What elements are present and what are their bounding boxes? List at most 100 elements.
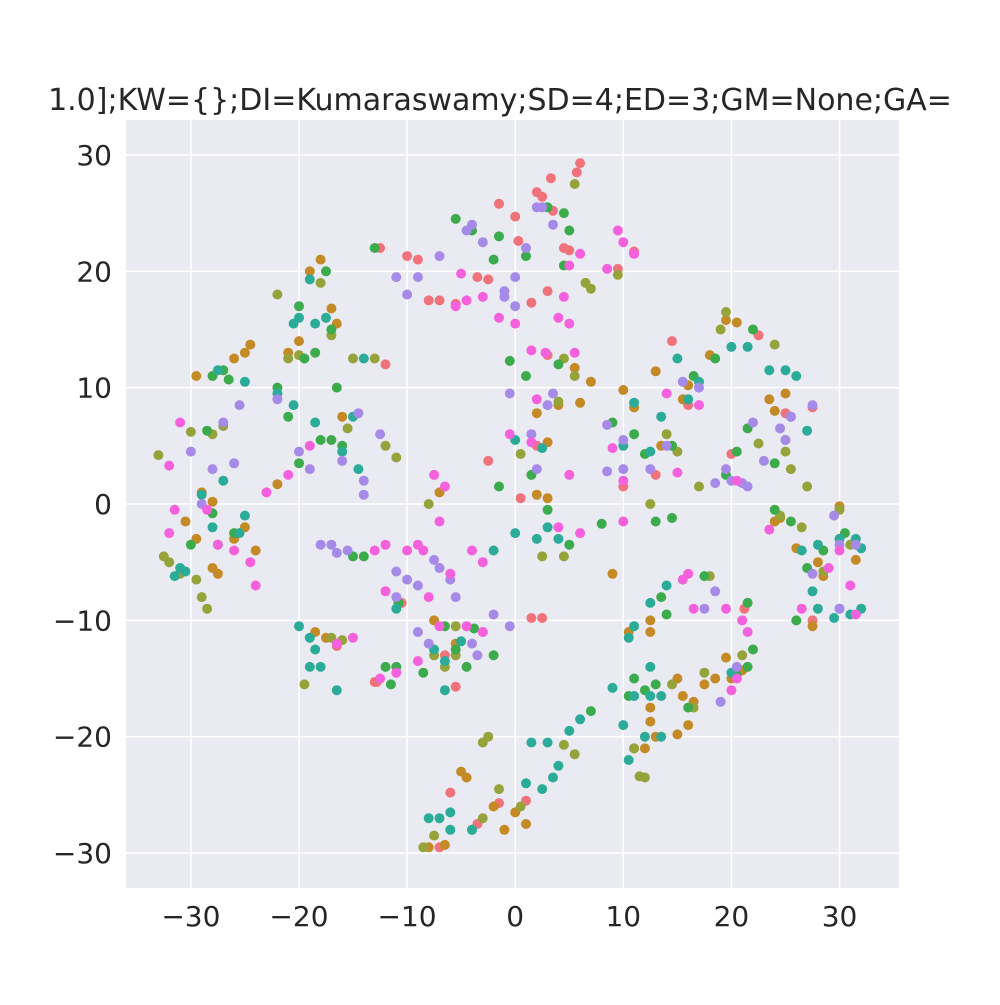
scatter-point-group-4 [769,504,780,515]
scatter-point-group-6 [504,621,515,632]
scatter-point-group-3 [569,371,580,381]
scatter-point-group-1 [472,272,483,283]
scatter-point-group-7 [304,440,315,451]
scatter-point-group-6 [412,580,423,591]
scatter-point-group-4 [494,231,504,242]
scatter-point-group-5 [304,632,315,643]
scatter-point-group-4 [656,592,667,603]
scatter-point-group-6 [521,243,531,253]
scatter-point-group-3 [483,731,494,742]
scatter-point-group-6 [715,696,726,707]
scatter-point-group-3 [612,269,623,280]
scatter-point-group-5 [467,824,477,835]
scatter-point-group-1 [545,173,556,184]
scatter-point-group-4 [683,702,694,713]
scatter-point-group-6 [677,376,688,387]
scatter-point-group-7 [612,225,623,236]
scatter-point-group-6 [207,464,218,475]
scatter-point-group-2 [212,568,223,579]
scatter-point-group-6 [488,609,499,620]
scatter-point-group-7 [731,673,742,684]
scatter-point-group-2 [542,493,553,504]
scatter-point-group-7 [607,443,618,454]
scatter-point-group-5 [796,545,807,556]
scatter-point-group-5 [623,755,634,765]
scatter-point-group-6 [548,388,558,399]
chart-title: 1.0];KW={};DI=Kumaraswamy;SD=4;ED=3;GM=N… [48,83,952,118]
scatter-point-group-3 [196,592,207,603]
scatter-point-group-7 [229,545,240,556]
scatter-point-group-2 [812,557,823,568]
scatter-point-group-7 [672,467,683,478]
scatter-point-group-6 [391,566,402,577]
scatter-point-group-4 [461,661,472,672]
scatter-point-group-1 [380,359,391,370]
scatter-point-group-6 [807,400,818,411]
y-tick-label: 0 [94,488,112,521]
scatter-point-group-7 [504,429,515,440]
scatter-point-group-1 [537,191,548,202]
scatter-point-group-6 [342,545,353,556]
scatter-point-group-6 [234,400,245,411]
scatter-point-group-7 [429,469,440,480]
scatter-point-group-3 [667,679,677,690]
scatter-point-group-2 [315,254,326,265]
scatter-point-group-4 [667,513,677,523]
scatter-point-group-7 [212,539,223,550]
scatter-point-group-6 [315,539,326,550]
scatter-point-group-5 [445,824,456,835]
scatter-point-group-7 [331,638,342,649]
scatter-point-group-4 [294,458,304,469]
scatter-point-group-7 [202,504,213,515]
scatter-point-group-5 [445,807,456,818]
scatter-point-group-7 [721,603,731,614]
scatter-point-group-3 [348,353,358,364]
scatter-point-group-5 [358,353,369,364]
scatter-point-group-5 [645,446,656,457]
scatter-point-group-3 [796,522,807,533]
data-points [153,158,867,853]
scatter-point-group-4 [564,539,575,550]
scatter-point-group-2 [721,652,731,663]
scatter-point-group-4 [769,458,780,469]
scatter-point-group-4 [331,382,342,393]
x-tick-label: −10 [378,900,437,933]
scatter-point-group-6 [499,291,510,302]
y-tick-label: −20 [53,721,112,754]
scatter-point-group-5 [672,353,683,364]
scatter-point-group-3 [380,440,391,451]
scatter-point-group-5 [564,725,575,736]
scatter-point-group-7 [569,347,580,358]
scatter-point-group-7 [391,667,402,678]
scatter-point-group-3 [802,481,813,492]
x-tick-label: 30 [822,900,858,933]
scatter-point-group-3 [185,426,196,437]
scatter-point-group-3 [477,813,488,824]
scatter-point-group-7 [737,615,748,626]
scatter-point-group-4 [380,661,391,672]
scatter-point-group-4 [521,251,531,262]
scatter-point-group-7 [850,609,861,620]
scatter-point-group-2 [769,405,780,416]
scatter-point-group-7 [456,268,467,279]
scatter-point-group-4 [699,571,710,582]
scatter-point-group-5 [391,603,402,614]
scatter-point-group-5 [304,274,315,285]
scatter-point-group-6 [337,455,348,466]
scatter-point-group-4 [558,208,569,219]
scatter-point-group-7 [575,528,586,539]
scatter-point-group-4 [202,425,213,436]
scatter-point-group-4 [785,516,796,527]
scatter-point-group-6 [391,272,402,283]
scatter-point-group-7 [726,685,737,696]
scatter-point-group-7 [553,312,564,323]
scatter-point-group-5 [553,760,564,771]
scatter-point-group-7 [531,394,542,405]
scatter-point-group-1 [412,254,423,265]
scatter-point-group-4 [791,615,802,626]
scatter-point-group-5 [310,417,321,428]
scatter-point-group-7 [564,469,575,480]
scatter-point-group-4 [521,371,531,381]
scatter-point-group-3 [299,679,310,690]
